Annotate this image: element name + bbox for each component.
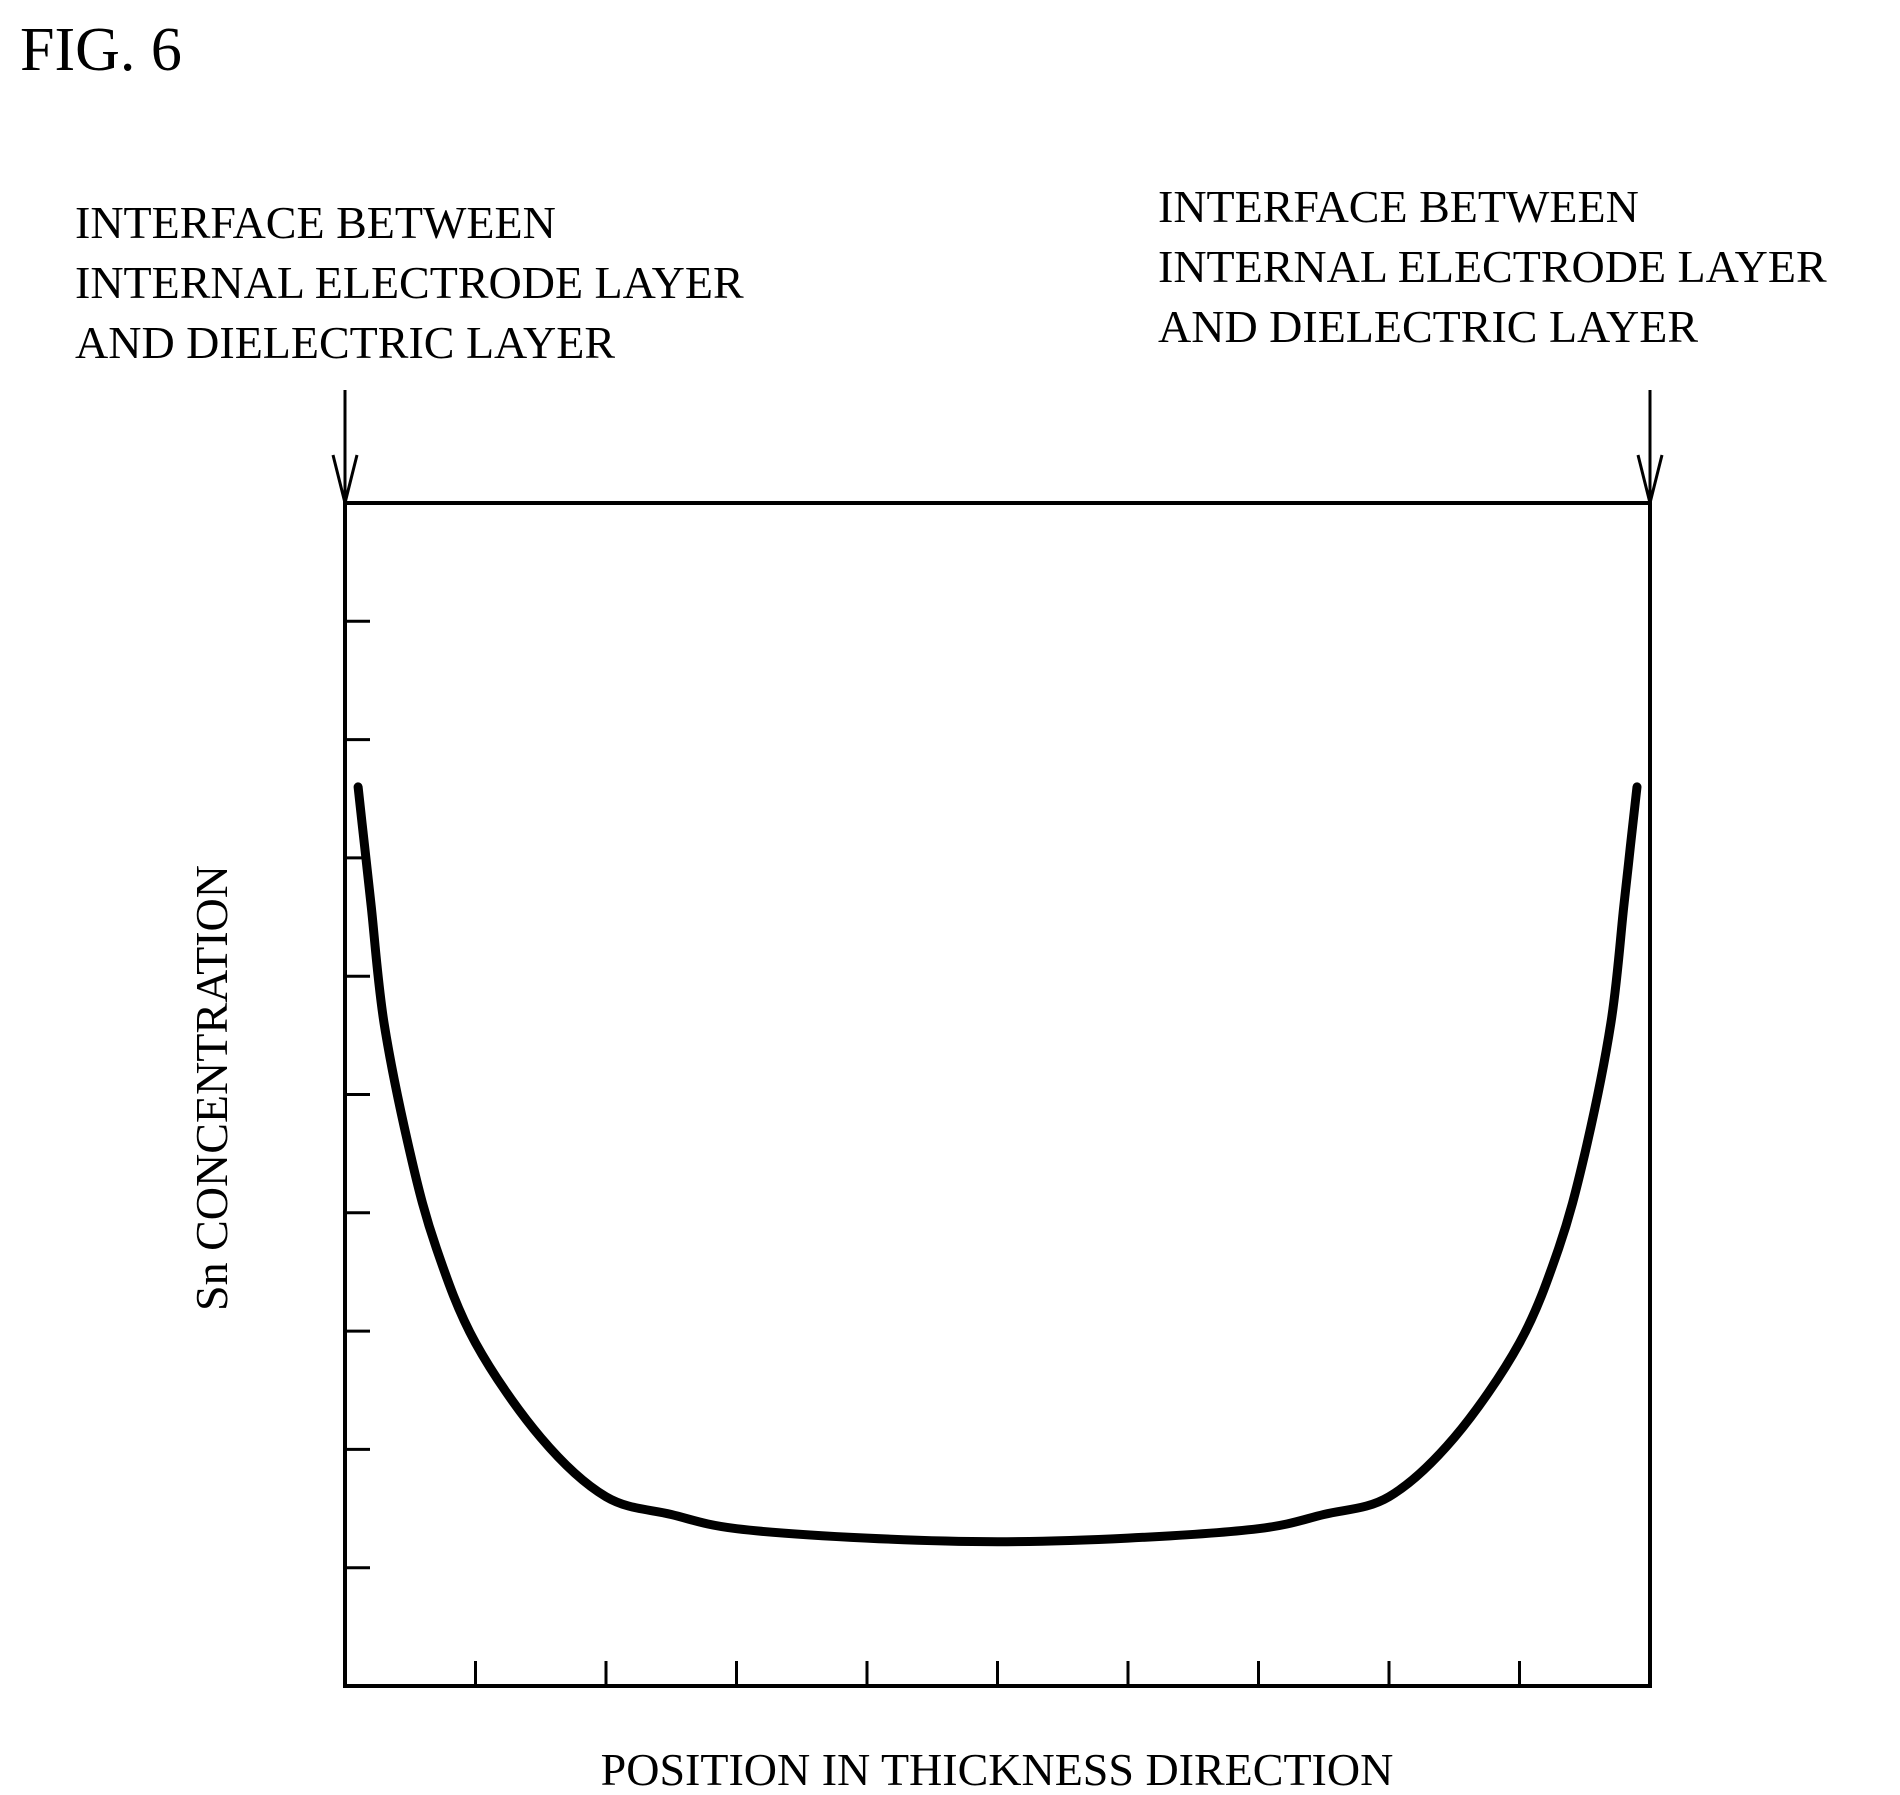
x-axis-ticks [474,1661,1521,1686]
sn-concentration-curve [353,782,1642,1547]
plot-frame [343,501,1652,1688]
y-axis-label: Sn CONCENTRATION [186,865,237,1311]
left-interface-arrow [331,390,359,504]
x-axis-label: POSITION IN THICKNESS DIRECTION [601,1744,1394,1795]
right-annotation-line-2: INTERNAL ELECTRODE LAYER [1158,241,1827,292]
y-axis-ticks [345,619,370,1570]
right-annotation-line-1: INTERFACE BETWEEN [1158,181,1639,232]
right-interface-arrow [1636,390,1664,504]
figure-label: FIG. 6 [20,16,182,84]
left-annotation-line-3: AND DIELECTRIC LAYER [75,317,615,368]
right-annotation-line-3: AND DIELECTRIC LAYER [1158,301,1698,352]
left-annotation-line-1: INTERFACE BETWEEN [75,197,556,248]
left-annotation-line-2: INTERNAL ELECTRODE LAYER [75,257,744,308]
